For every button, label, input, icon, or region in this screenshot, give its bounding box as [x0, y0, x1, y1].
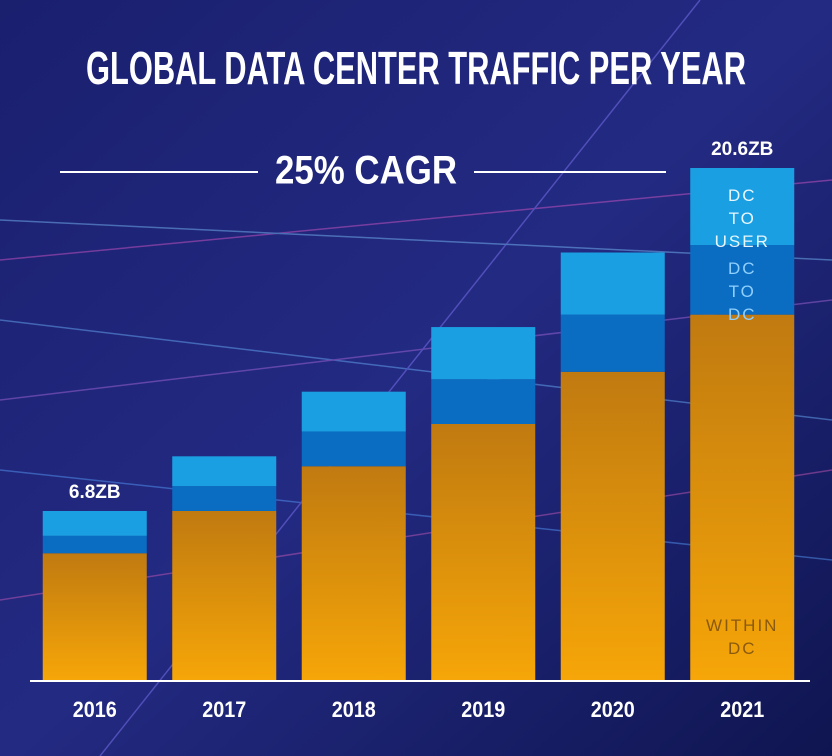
bar-segment [42, 510, 147, 536]
bar-segment [560, 371, 665, 680]
bar-segment [690, 314, 795, 680]
total-label: 20.6ZB [711, 139, 773, 160]
legend-label: WITHIN DC [706, 616, 779, 658]
bar-segment [301, 466, 406, 680]
bar-segment [172, 486, 277, 511]
bar-segment [560, 314, 665, 372]
x-tick-label: 2020 [591, 697, 635, 722]
bar-segment [690, 245, 795, 315]
bar-segment [301, 431, 406, 467]
x-tick-label: 2018 [332, 697, 376, 722]
x-tick-label: 2017 [202, 697, 246, 722]
bar-segment [301, 391, 406, 432]
bar-segment [431, 327, 536, 380]
bar-segment [431, 424, 536, 680]
bar-segment [172, 510, 277, 680]
x-tick-label: 2021 [720, 697, 764, 722]
bar-segment [560, 252, 665, 315]
chart-subtitle: 25% CAGR [275, 149, 457, 193]
bar-segment [42, 535, 147, 554]
legend-label: DC TO USER [714, 185, 770, 251]
bar-segment [42, 553, 147, 680]
bar-segment [172, 456, 277, 487]
bar-segment [690, 168, 795, 246]
chart-title: GLOBAL DATA CENTER TRAFFIC PER YEAR [86, 42, 746, 94]
total-label: 6.8ZB [69, 482, 121, 503]
x-tick-label: 2019 [461, 697, 505, 722]
legend-label: DC TO DC [727, 258, 757, 324]
x-tick-label: 2016 [73, 697, 117, 722]
bar-segment [431, 379, 536, 424]
